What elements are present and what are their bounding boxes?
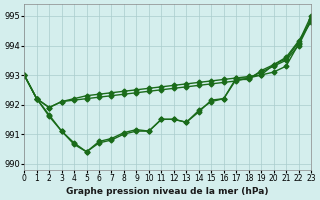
X-axis label: Graphe pression niveau de la mer (hPa): Graphe pression niveau de la mer (hPa) — [66, 187, 269, 196]
